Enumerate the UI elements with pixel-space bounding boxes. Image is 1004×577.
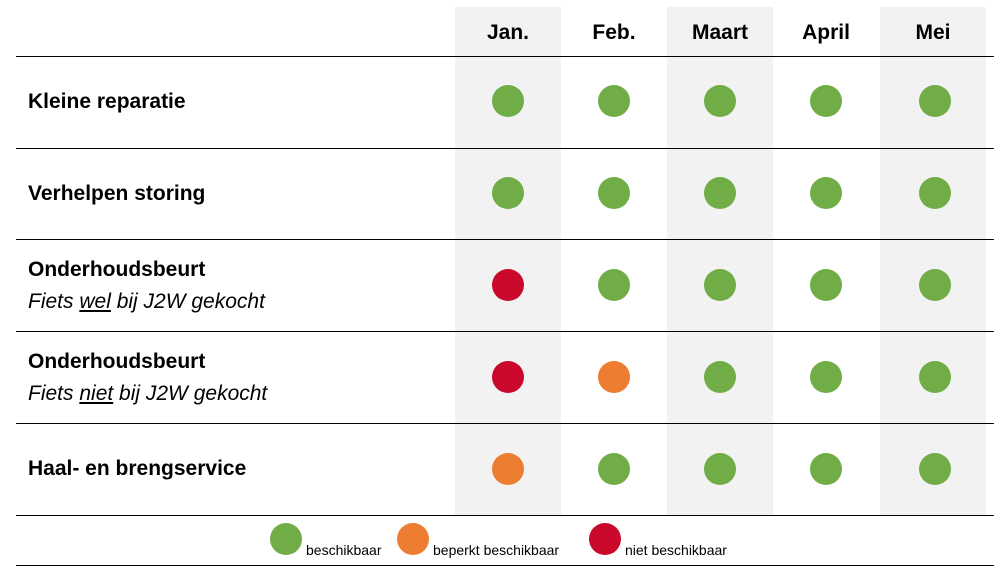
status-dot-available	[704, 177, 736, 209]
row-label-onderhoudsbeurt-wel: Onderhoudsbeurt Fiets wel bij J2W gekoch…	[28, 254, 265, 318]
column-shade-maart	[667, 7, 773, 515]
status-dot-icon	[589, 523, 621, 555]
row-label-verhelpen-storing: Verhelpen storing	[28, 178, 205, 210]
row-label-kleine-reparatie: Kleine reparatie	[28, 86, 186, 118]
status-dot-available	[492, 177, 524, 209]
status-dot-available	[598, 269, 630, 301]
status-dot-unavailable	[492, 269, 524, 301]
month-header-feb: Feb.	[592, 21, 636, 44]
status-dot-available	[919, 85, 951, 117]
status-dot-available	[810, 85, 842, 117]
status-dot-available	[704, 85, 736, 117]
table-bottom-divider	[16, 515, 994, 516]
row-title: Verhelpen storing	[28, 182, 206, 205]
status-dot-icon	[270, 523, 302, 555]
status-dot-limited	[598, 361, 630, 393]
row-title: Kleine reparatie	[28, 90, 186, 113]
row-subtitle-emphasis: wel	[79, 290, 111, 313]
row-title: Onderhoudsbeurt	[28, 350, 206, 373]
status-dot-limited	[492, 453, 524, 485]
legend-label: beperkt beschikbaar	[433, 542, 560, 558]
row-label-haal-en-brengservice: Haal- en brengservice	[28, 453, 246, 485]
row-label-onderhoudsbeurt-niet: Onderhoudsbeurt Fiets niet bij J2W gekoc…	[28, 346, 267, 410]
row-divider	[16, 331, 994, 332]
status-dot-icon	[397, 523, 429, 555]
row-divider	[16, 239, 994, 240]
status-dot-available	[598, 177, 630, 209]
status-dot-unavailable	[492, 361, 524, 393]
row-title: Onderhoudsbeurt	[28, 258, 206, 281]
status-dot-available	[810, 177, 842, 209]
row-title: Haal- en brengservice	[28, 457, 247, 480]
month-header-april: April	[802, 21, 850, 44]
legend-label: beschikbaar	[306, 542, 382, 558]
row-divider	[16, 423, 994, 424]
row-divider	[16, 148, 994, 149]
status-dot-available	[919, 269, 951, 301]
row-subtitle: Fiets niet bij J2W gekocht	[28, 382, 268, 405]
legend-label: niet beschikbaar	[625, 542, 727, 558]
status-dot-available	[598, 85, 630, 117]
legend-bottom-divider	[16, 565, 994, 566]
status-dot-available	[810, 361, 842, 393]
status-dot-available	[704, 453, 736, 485]
column-shade-mei	[880, 7, 986, 515]
month-header-maart: Maart	[691, 21, 749, 44]
header-divider	[16, 56, 994, 57]
status-dot-available	[492, 85, 524, 117]
row-subtitle: Fiets wel bij J2W gekocht	[28, 290, 265, 313]
status-dot-available	[704, 361, 736, 393]
month-header-mei: Mei	[915, 21, 951, 44]
column-shade-jan	[455, 7, 561, 515]
status-dot-available	[919, 453, 951, 485]
row-subtitle-emphasis: niet	[79, 382, 114, 405]
status-dot-available	[704, 269, 736, 301]
status-dot-available	[810, 269, 842, 301]
status-dot-available	[919, 177, 951, 209]
status-dot-available	[919, 361, 951, 393]
month-header-jan: Jan.	[486, 21, 530, 44]
status-dot-available	[598, 453, 630, 485]
status-dot-available	[810, 453, 842, 485]
